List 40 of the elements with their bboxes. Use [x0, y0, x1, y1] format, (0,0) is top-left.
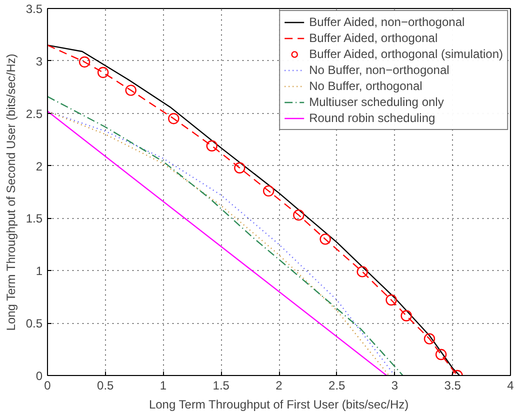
x-tick-label: 3	[391, 378, 398, 392]
point	[293, 209, 304, 221]
point	[78, 56, 90, 68]
x-tick-label: 0.5	[97, 378, 114, 392]
x-tick-label: 4	[507, 378, 514, 392]
y-tick-label: 2	[36, 159, 43, 174]
point	[356, 266, 368, 278]
x-tick-label: 1.5	[212, 378, 230, 392]
y-axis-title: Long Term Throughput of Second User (bits/sec/Hz)	[4, 54, 18, 331]
legend-label: No Buffer, non−orthogonal	[309, 63, 450, 77]
point	[97, 66, 109, 78]
legend-label: Buffer Aided, orthogonal (simulation)	[309, 47, 503, 61]
x-tick-label: 2	[276, 378, 283, 392]
point	[234, 162, 246, 174]
point	[125, 84, 136, 96]
point	[386, 294, 397, 306]
x-tick-label: 1	[160, 378, 167, 392]
point	[168, 113, 180, 124]
y-tick-label: 1	[36, 264, 43, 278]
y-tick-label: 3.5	[26, 2, 43, 16]
point	[400, 310, 412, 322]
y-tick-label: 0	[36, 369, 43, 383]
point	[424, 333, 436, 344]
legend-label: Buffer Aided, orthogonal	[309, 31, 438, 45]
x-tick-label: 3.5	[444, 378, 462, 392]
point	[435, 348, 447, 360]
point	[262, 185, 274, 197]
x-axis-title: Long Term Throughput of First User (bits/sec/Hz)	[148, 398, 409, 412]
y-tick-label: 3	[36, 54, 43, 68]
legend-label: Round robin scheduling	[309, 111, 436, 125]
legend-label: No Buffer, orthogonal	[309, 79, 422, 93]
legend-label: Buffer Aided, non−orthogonal	[309, 15, 465, 29]
y-tick-label: 0.5	[26, 316, 43, 331]
point	[320, 234, 331, 245]
legend-label: Multiuser scheduling only	[309, 95, 444, 109]
x-tick-label: 2.5	[328, 378, 346, 392]
x-tick-label: 0	[44, 378, 52, 392]
point	[206, 140, 218, 152]
y-tick-label: 2.5	[26, 106, 43, 121]
y-tick-label: 1.5	[26, 212, 43, 226]
